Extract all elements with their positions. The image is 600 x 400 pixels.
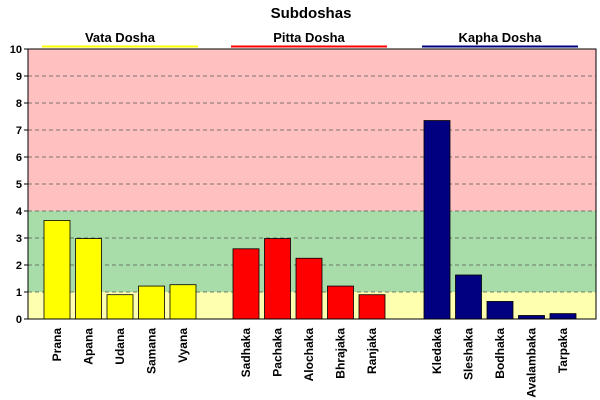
x-tick-label: Sleshaka	[462, 328, 476, 380]
group-headers: Vata Dosha Pitta Dosha Kapha Dosha	[42, 30, 578, 48]
bar-bhrajaka	[327, 285, 354, 320]
x-tick-label: Apana	[82, 328, 96, 365]
x-tick-label: Ranjaka	[365, 328, 379, 374]
y-tick-label: 6	[16, 152, 22, 164]
y-tick-label: 10	[10, 44, 22, 56]
x-tick-label: Sadhaka	[239, 328, 253, 378]
y-tick-label: 8	[16, 98, 22, 110]
y-tick-label: 4	[16, 206, 23, 218]
group-label: Kapha Dosha	[458, 30, 542, 45]
bar-alochaka	[295, 257, 323, 320]
y-tick-label: 3	[16, 233, 22, 245]
bar-ranjaka	[358, 294, 386, 320]
bar-prana	[43, 220, 71, 320]
x-tick-label: Prana	[50, 328, 64, 362]
bar-sadhaka	[232, 248, 260, 320]
chart-title: Subdoshas	[271, 5, 352, 22]
x-tick-label: Pachaka	[271, 328, 285, 377]
bar-sleshaka	[455, 274, 482, 320]
y-tick-label: 7	[16, 125, 22, 137]
y-axis-ticks: 0 1 2 3 4 5 6 7 8 9 10	[10, 44, 28, 326]
bars	[43, 120, 577, 320]
bar-apana	[75, 238, 102, 320]
x-tick-label: Bodhaka	[493, 328, 507, 379]
x-axis-ticks: Prana Apana Udana Samana Vyana Sadhaka Pachaka…	[50, 328, 570, 398]
bar-kledaka	[423, 120, 451, 320]
x-tick-label: Vyana	[176, 328, 190, 363]
y-tick-label: 5	[16, 179, 22, 191]
x-tick-label: Kledaka	[430, 328, 444, 374]
bar-bodhaka	[486, 301, 514, 320]
bar-samana	[138, 285, 165, 320]
bar-avalambaka	[518, 315, 545, 320]
x-tick-label: Alochaka	[302, 328, 316, 382]
x-tick-label: Avalambaka	[525, 328, 539, 398]
bar-tarpaka	[549, 313, 577, 320]
x-tick-label: Bhrajaka	[334, 328, 348, 379]
x-tick-label: Tarpaka	[556, 328, 570, 373]
group-label: Pitta Dosha	[273, 30, 345, 45]
y-tick-label: 1	[16, 287, 22, 299]
y-tick-label: 9	[16, 71, 22, 83]
x-tick-label: Samana	[145, 328, 159, 374]
bar-vyana	[169, 284, 197, 320]
y-tick-label: 0	[16, 314, 22, 326]
bar-pachaka	[264, 238, 291, 320]
group-label: Vata Dosha	[85, 30, 156, 45]
x-tick-label: Udana	[113, 328, 127, 365]
y-tick-label: 2	[16, 260, 22, 272]
bar-udana	[106, 294, 134, 320]
